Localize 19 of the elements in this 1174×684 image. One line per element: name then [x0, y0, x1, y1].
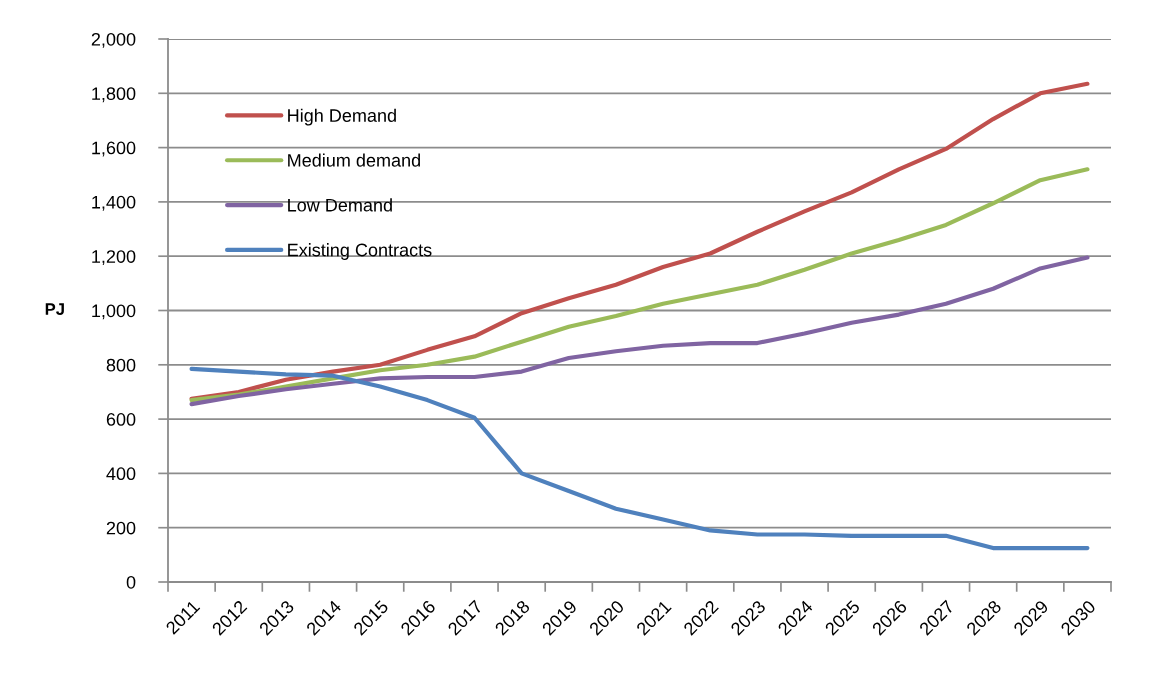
y-tick-label: 1,000: [92, 304, 136, 320]
line-series: [189, 366, 1090, 551]
y-tick-label: 1,400: [92, 195, 136, 211]
legend-label: Medium demand: [288, 153, 420, 167]
y-tick-label: 800: [106, 358, 136, 372]
y-tick-label: 400: [106, 467, 136, 481]
y-tick-label: 2,000: [91, 32, 136, 48]
y-tick-label: 600: [106, 413, 136, 426]
legend-label: Low Demand: [288, 198, 392, 212]
y-tick-label: 200: [106, 521, 136, 535]
y-axis-title: PJ: [45, 303, 64, 315]
legend-label: High Demand: [288, 108, 396, 126]
y-tick-label: 1,200: [92, 250, 136, 266]
line-series: [189, 81, 1090, 401]
legend-label: Existing Contracts: [288, 243, 432, 260]
y-tick-label: 0: [126, 575, 136, 589]
line-series: [189, 167, 1090, 403]
y-tick-label: 1,600: [92, 141, 136, 157]
y-tick-label: 1,800: [92, 87, 136, 103]
